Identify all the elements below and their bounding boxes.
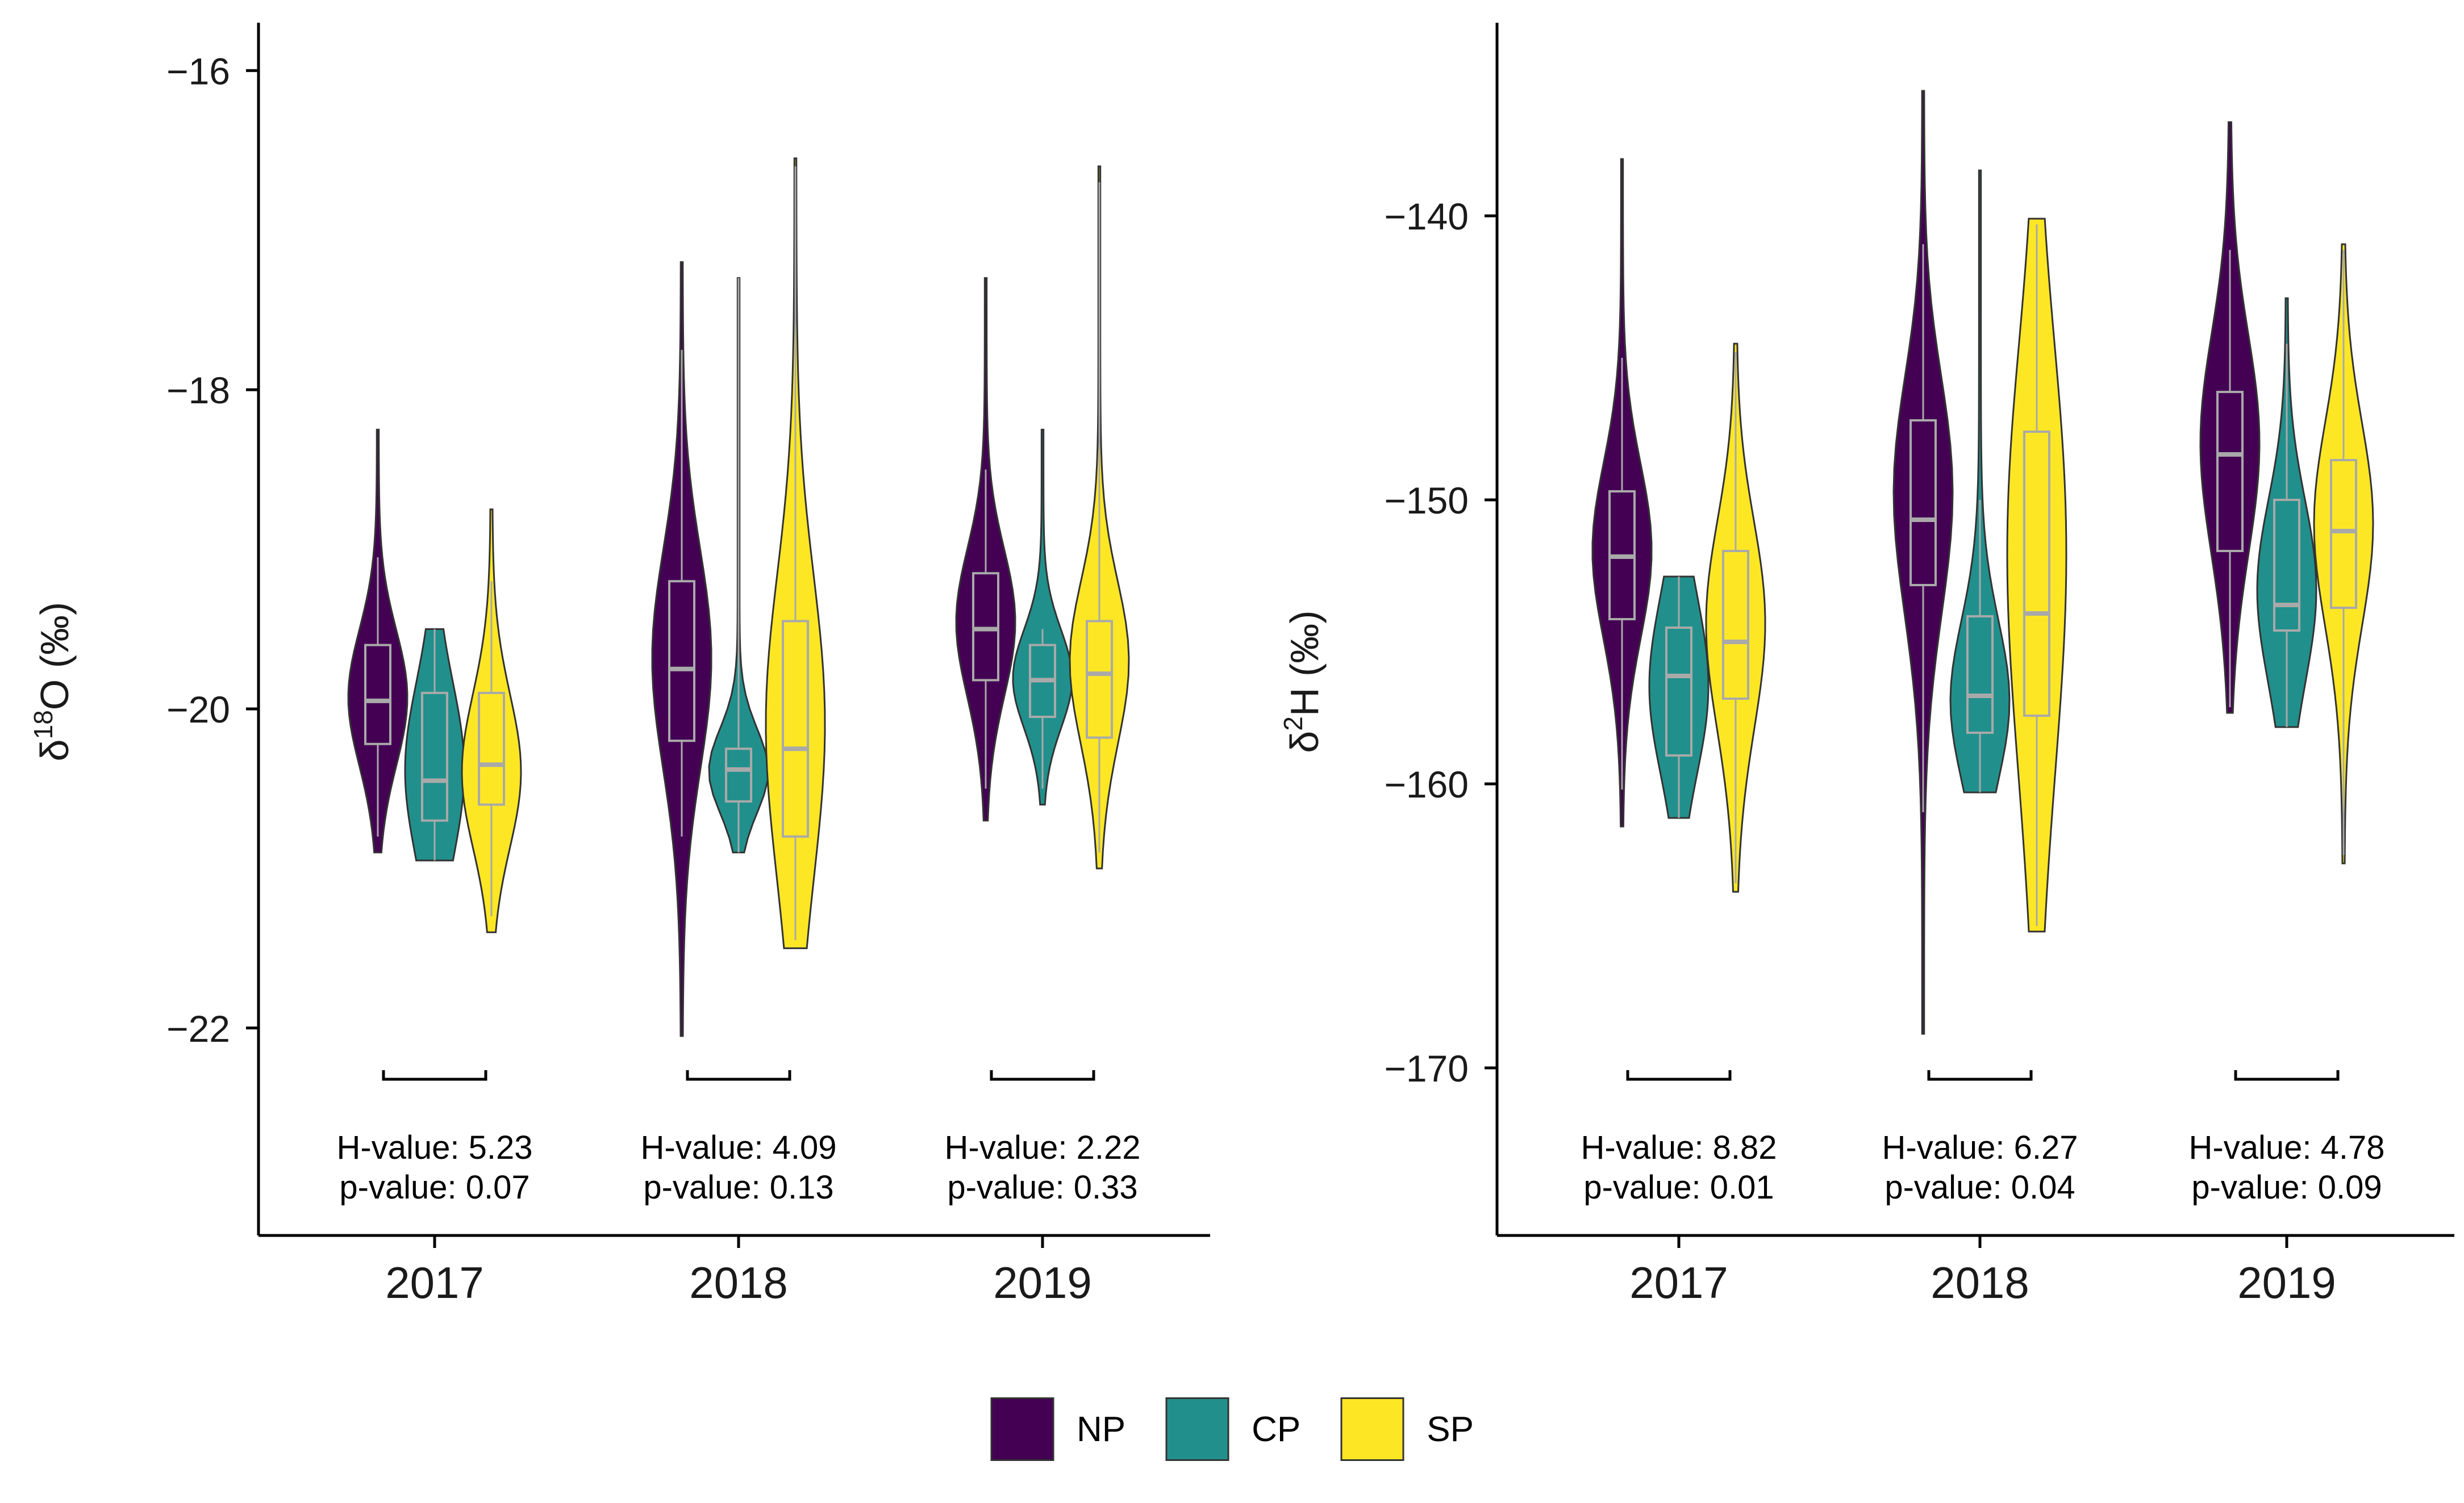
box-sp-2018: [782, 620, 809, 838]
x-tick-label: 2017: [1629, 1258, 1728, 1308]
p-value-label: p-value: 0.33: [947, 1169, 1137, 1206]
box-cp-2018: [1966, 615, 1994, 734]
p-value-label: p-value: 0.04: [1885, 1169, 2075, 1206]
p-value-label: p-value: 0.01: [1583, 1169, 1774, 1206]
box-cp-2017: [1665, 627, 1692, 757]
y-tick-label: −20: [166, 688, 230, 730]
box-np-2018: [668, 580, 695, 742]
comparison-bracket: [2234, 1070, 2340, 1081]
comparison-bracket: [990, 1070, 1095, 1081]
box-cp-2019: [2273, 499, 2300, 632]
p-value-label: p-value: 0.09: [2191, 1169, 2382, 1206]
box-cp-2017: [421, 691, 448, 822]
comparison-bracket: [1927, 1070, 2033, 1081]
box-sp-2019: [1086, 620, 1113, 739]
figure: −16 −18 −20 −22 δ18O (‰) 2017 2018 2019 H-value:…: [28, 23, 2454, 1308]
comparison-bracket: [686, 1070, 791, 1081]
h-value-label: H-value: 2.22: [945, 1129, 1141, 1166]
y-tick-label: −22: [166, 1008, 230, 1050]
box-np-2018: [1910, 419, 1937, 586]
x-tick-label: 2018: [1931, 1258, 2029, 1308]
y-tick-label: −18: [166, 369, 230, 411]
legend-label-np: NP: [1077, 1409, 1126, 1449]
legend-item-cp: CP: [1165, 1397, 1300, 1461]
box-np-2017: [364, 644, 391, 745]
y-tick-label: −160: [1384, 763, 1469, 805]
box-cp-2018: [725, 748, 752, 803]
box-sp-2017: [1722, 550, 1749, 700]
h-value-label: H-value: 8.82: [1581, 1129, 1777, 1166]
h-value-label: H-value: 4.78: [2189, 1129, 2385, 1166]
x-tick-label: 2018: [689, 1258, 788, 1308]
box-np-2019: [972, 572, 999, 682]
h-value-label: H-value: 4.09: [641, 1129, 837, 1166]
legend: NP CP SP: [0, 1397, 2464, 1494]
legend-swatch-cp: [1165, 1397, 1229, 1461]
x-tick-label: 2019: [2237, 1258, 2336, 1308]
box-sp-2018: [2023, 431, 2050, 717]
legend-swatch-np: [990, 1397, 1054, 1461]
legend-label-cp: CP: [1252, 1409, 1301, 1449]
comparison-bracket: [1626, 1070, 1732, 1081]
h-value-label: H-value: 5.23: [337, 1129, 533, 1166]
y-tick-label: −170: [1384, 1047, 1469, 1089]
y-tick-label: −140: [1384, 195, 1469, 237]
box-sp-2019: [2330, 459, 2357, 609]
p-value-label: p-value: 0.13: [643, 1169, 833, 1206]
y-axis-label: δ2H (‰): [1278, 610, 1327, 753]
violin-cp-2018: [1949, 169, 2011, 794]
legend-item-sp: SP: [1340, 1397, 1474, 1461]
h-value-label: H-value: 6.27: [1882, 1129, 2078, 1166]
x-tick-label: 2017: [385, 1258, 484, 1308]
y-tick-label: −150: [1384, 479, 1469, 521]
box-sp-2017: [478, 691, 505, 806]
comparison-bracket: [382, 1070, 487, 1081]
p-value-label: p-value: 0.07: [339, 1169, 530, 1206]
legend-swatch-sp: [1340, 1397, 1404, 1461]
panel-2: −140 −150 −160 −170 δ2H (‰) 2017 2018 2019 H-val…: [1278, 23, 2454, 1308]
legend-label-sp: SP: [1427, 1409, 1474, 1449]
box-np-2019: [2216, 391, 2244, 552]
x-tick-label: 2019: [993, 1258, 1092, 1308]
y-tick-label: −16: [166, 50, 230, 92]
y-axis-label: δ18O (‰): [28, 602, 77, 762]
panel-1: −16 −18 −20 −22 δ18O (‰) 2017 2018 2019 H-value:…: [28, 23, 1210, 1308]
legend-item-np: NP: [990, 1397, 1125, 1461]
